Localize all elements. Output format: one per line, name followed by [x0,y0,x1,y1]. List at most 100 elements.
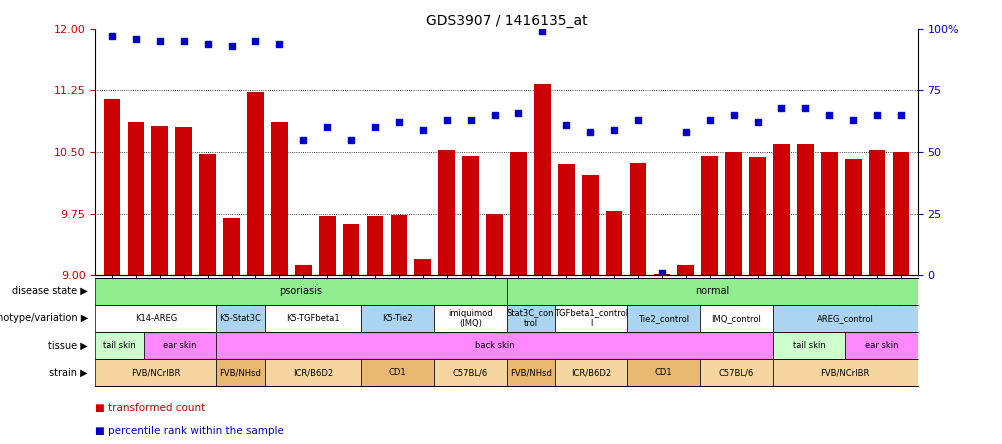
Bar [216,332,772,359]
Bar [554,305,627,332]
Point [247,38,264,45]
Bar [361,305,434,332]
Point [605,127,621,134]
Bar [246,92,264,275]
Point [534,28,550,35]
Text: tail skin: tail skin [103,341,135,350]
Bar [127,122,144,275]
Point [104,33,120,40]
Text: ■ percentile rank within the sample: ■ percentile rank within the sample [95,426,284,436]
Bar [438,151,455,275]
Bar [151,126,168,275]
Bar [199,154,215,275]
Bar [581,175,598,275]
Bar [820,152,837,275]
Bar [95,332,143,359]
Bar [95,359,216,386]
Bar [367,216,383,275]
Bar [844,159,861,275]
Text: back skin: back skin [474,341,514,350]
Bar [797,144,813,275]
Bar [773,144,789,275]
Bar [748,157,766,275]
Point [892,111,908,119]
Bar [676,266,693,275]
Text: K5-Tie2: K5-Tie2 [382,314,413,323]
Text: CD1: CD1 [654,368,672,377]
Text: imiquimod
(IMQ): imiquimod (IMQ) [448,309,492,328]
Point [175,38,191,45]
Point [868,111,884,119]
Point [343,136,359,143]
Bar [486,214,502,275]
Point [151,38,167,45]
Text: ■ transformed count: ■ transformed count [95,404,205,413]
Point [797,104,813,111]
Point [653,269,669,276]
Point [701,116,717,123]
Point [821,111,837,119]
Bar [627,305,699,332]
Text: C57BL/6: C57BL/6 [718,368,754,377]
Text: FVB/NHsd: FVB/NHsd [219,368,262,377]
Bar [506,278,917,305]
Text: ICR/B6D2: ICR/B6D2 [570,368,610,377]
Text: AREG_control: AREG_control [816,314,873,323]
Bar [510,152,526,275]
Point [295,136,311,143]
Bar [506,359,554,386]
Point [486,111,502,119]
Text: CD1: CD1 [389,368,406,377]
Bar [95,278,506,305]
Bar [605,211,622,275]
Point [319,124,335,131]
Bar [699,305,772,332]
Point [748,119,765,126]
Bar [361,359,434,386]
Text: tail skin: tail skin [792,341,825,350]
Bar [772,359,917,386]
Bar [772,305,917,332]
Point [438,116,454,123]
Text: TGFbeta1_control
l: TGFbeta1_control l [553,309,627,328]
Text: K14-AREG: K14-AREG [134,314,176,323]
Bar [103,99,120,275]
Text: Tie2_control: Tie2_control [637,314,688,323]
Bar [629,163,645,275]
Bar [699,359,772,386]
Bar [462,156,479,275]
Point [629,116,645,123]
Point [128,35,144,42]
Bar [271,122,288,275]
Text: FVB/NHsd: FVB/NHsd [509,368,551,377]
Bar [175,127,192,275]
Point [415,127,431,134]
Bar [892,152,909,275]
Bar [434,359,506,386]
Bar [223,218,239,275]
Text: genotype/variation ▶: genotype/variation ▶ [0,313,88,323]
Text: FVB/NCrIBR: FVB/NCrIBR [131,368,180,377]
Point [677,129,693,136]
Bar [724,152,741,275]
Text: ear skin: ear skin [163,341,196,350]
Bar [343,223,359,275]
Bar [265,305,361,332]
Text: IMQ_control: IMQ_control [710,314,761,323]
Point [199,40,215,47]
Text: ICR/B6D2: ICR/B6D2 [293,368,333,377]
Bar [533,84,550,275]
Bar [143,332,216,359]
Point [581,129,597,136]
Text: ear skin: ear skin [864,341,898,350]
Text: psoriasis: psoriasis [280,286,322,296]
Bar [390,215,407,275]
Text: C57BL/6: C57BL/6 [452,368,487,377]
Bar [772,332,845,359]
Point [773,104,789,111]
Point [510,109,526,116]
Point [462,116,478,123]
Bar [95,305,216,332]
Point [391,119,407,126]
Text: K5-Stat3C: K5-Stat3C [219,314,262,323]
